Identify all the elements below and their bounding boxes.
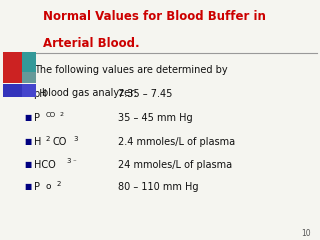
Text: 80 – 110 mm Hg: 80 – 110 mm Hg — [118, 182, 199, 192]
Text: H: H — [34, 137, 41, 147]
Text: 35 – 45 mm Hg: 35 – 45 mm Hg — [118, 113, 193, 123]
Bar — [22, 84, 36, 97]
Text: 2: 2 — [60, 112, 64, 117]
Text: Normal Values for Blood Buffer in: Normal Values for Blood Buffer in — [43, 10, 266, 23]
Text: CO: CO — [46, 112, 56, 118]
Bar — [3, 84, 22, 97]
Text: 10: 10 — [301, 228, 310, 238]
Bar — [22, 52, 36, 72]
Text: HCO: HCO — [34, 160, 55, 170]
Text: 2.4 mmoles/L of plasma: 2.4 mmoles/L of plasma — [118, 137, 236, 147]
Text: blood gas analyzer:: blood gas analyzer: — [42, 88, 137, 98]
Text: CO: CO — [53, 137, 67, 147]
Text: ■: ■ — [24, 89, 31, 98]
Text: 2: 2 — [46, 136, 50, 142]
Text: ■: ■ — [24, 182, 31, 192]
Text: o: o — [46, 182, 51, 192]
Text: ■: ■ — [24, 65, 31, 74]
Text: ■: ■ — [24, 160, 31, 168]
Text: 3: 3 — [73, 136, 77, 142]
Text: ■: ■ — [24, 137, 31, 146]
Text: ■: ■ — [24, 113, 31, 122]
Text: 24 mmoles/L of plasma: 24 mmoles/L of plasma — [118, 160, 233, 170]
Text: 2: 2 — [57, 181, 61, 187]
Text: ⁻: ⁻ — [73, 159, 77, 165]
Text: pH: pH — [34, 89, 47, 99]
Bar — [3, 52, 22, 83]
Text: The following values are determined by: The following values are determined by — [34, 65, 227, 75]
Text: 7.35 – 7.45: 7.35 – 7.45 — [118, 89, 173, 99]
Text: 3: 3 — [67, 158, 71, 164]
Text: Arterial Blood.: Arterial Blood. — [43, 37, 140, 50]
Text: P: P — [34, 113, 40, 123]
Bar — [22, 72, 36, 83]
Text: P: P — [34, 182, 40, 192]
